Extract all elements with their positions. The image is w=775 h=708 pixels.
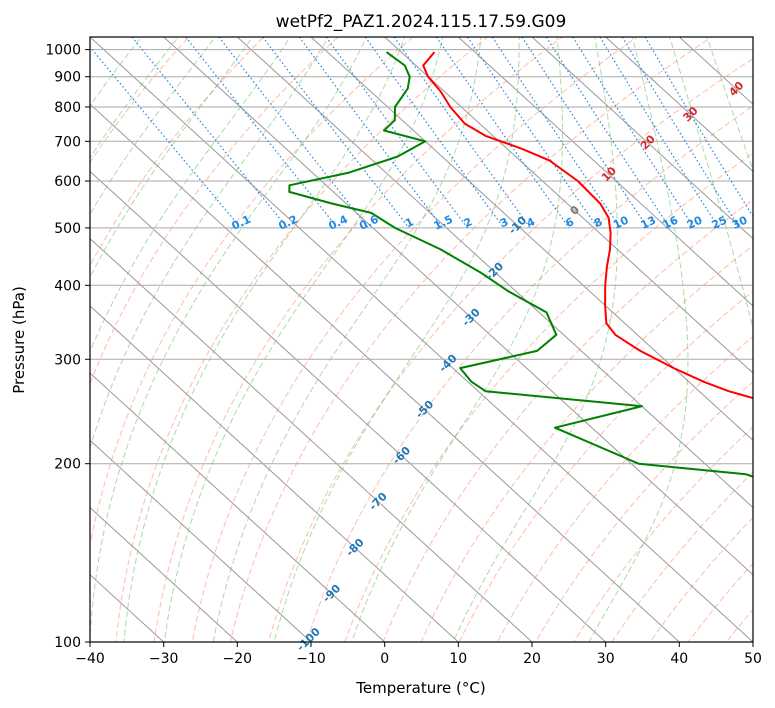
dry-adiabat-line [306, 105, 753, 642]
mixing-ratio-line [325, 37, 468, 229]
mixing-ratio-label: 10 [611, 213, 631, 231]
mixing-ratio-label: 13 [639, 214, 658, 232]
temperature-profile [422, 51, 753, 400]
dry-adiabat-line [229, 37, 713, 642]
x-tick-label: 50 [744, 651, 762, 667]
x-tick-label: 20 [523, 651, 541, 667]
x-axis-label: Temperature (°C) [355, 679, 485, 697]
y-tick-label: 300 [54, 352, 81, 368]
x-tick-label: 30 [597, 651, 615, 667]
isotherm-line [384, 37, 753, 374]
sounding-profiles [288, 51, 753, 478]
y-tick-label: 1000 [45, 43, 81, 59]
x-axis-ticks: −40 −30 −20 −10 0 10 20 30 40 50 [75, 642, 762, 667]
y-tick-label: 500 [54, 221, 81, 237]
mixing-ratio-line [393, 37, 531, 229]
dry-adiabat-line [191, 37, 638, 642]
y-tick-label: 600 [54, 174, 81, 190]
chart-title: wetPf2_PAZ1.2024.115.17.59.G09 [276, 12, 567, 32]
isotherm-line [90, 439, 312, 642]
y-tick-label: 400 [54, 278, 81, 294]
y-axis-ticks: 100 200 300 400 500 600 700 800 900 1000 [45, 43, 90, 651]
dry-adiabat-line [90, 37, 265, 267]
isotherm-line [90, 372, 386, 642]
dry-adiabat-line [90, 37, 414, 548]
mixing-ratio-line [521, 37, 649, 229]
x-tick-label: 40 [670, 651, 688, 667]
mixing-ratio-line [364, 37, 505, 229]
dry-adiabat-line [267, 57, 753, 642]
mixing-ratio-line [298, 37, 444, 229]
y-tick-label: 800 [54, 100, 81, 116]
isotherm-line [90, 170, 607, 642]
x-tick-label: −10 [296, 651, 326, 667]
x-tick-label: 0 [380, 651, 389, 667]
mixing-ratio-line [185, 37, 339, 229]
x-tick-label: 10 [449, 651, 467, 667]
dry-adiabat-line [382, 198, 753, 642]
isotherm-line [457, 37, 753, 307]
y-tick-label: 700 [54, 134, 81, 150]
mixing-ratio-label: 25 [710, 214, 729, 232]
isotherm-line [605, 37, 753, 173]
mixing-ratio-line [545, 37, 671, 229]
moist-adiabat-line [90, 37, 329, 450]
isotherm-line [531, 37, 753, 240]
mixing-ratio-line [572, 37, 695, 229]
mixing-ratio-line [621, 37, 740, 229]
mixing-ratio-label: 30 [730, 213, 750, 231]
dry-adiabat-line [458, 290, 753, 642]
isotherm-line [310, 37, 753, 442]
mixing-ratio-line [90, 46, 242, 229]
dry-adiabat-line [496, 335, 753, 642]
mixing-ratio-line [131, 37, 289, 229]
x-tick-label: −20 [223, 651, 253, 667]
plot-frame [89, 36, 754, 643]
moist-adiabat-line [163, 37, 444, 642]
isotherm-line [163, 37, 753, 576]
x-tick-label: −40 [75, 651, 105, 667]
mixing-ratio-line [262, 37, 410, 229]
y-tick-label: 900 [54, 70, 81, 86]
isotherm-line [90, 305, 459, 642]
y-axis-label: Pressure (hPa) [10, 286, 28, 394]
isotherm-line [90, 506, 238, 642]
dry-adiabat-line [115, 37, 489, 642]
mixing-ratio-line [491, 37, 621, 229]
isotherm-line [236, 37, 753, 509]
y-tick-label: 200 [54, 457, 81, 473]
y-tick-label: 100 [54, 635, 81, 651]
moist-adiabat-line [588, 37, 689, 642]
mixing-ratio-label: 20 [685, 213, 705, 231]
isotherm-line [90, 103, 680, 642]
mixing-ratio-line [466, 37, 599, 229]
isotherm-line [90, 37, 753, 642]
dewpoint-profile [288, 51, 753, 478]
isotherms [90, 37, 753, 642]
dry-adiabat-line [90, 37, 190, 164]
mixing-ratio-line [435, 37, 570, 229]
dry-adiabat-line [90, 37, 339, 386]
x-tick-label: −30 [149, 651, 179, 667]
mixing-ratio-lines [90, 37, 753, 229]
mixing-ratio-label: 16 [661, 213, 681, 231]
isotherm-line [90, 237, 533, 642]
moist-adiabat-line [212, 37, 482, 642]
